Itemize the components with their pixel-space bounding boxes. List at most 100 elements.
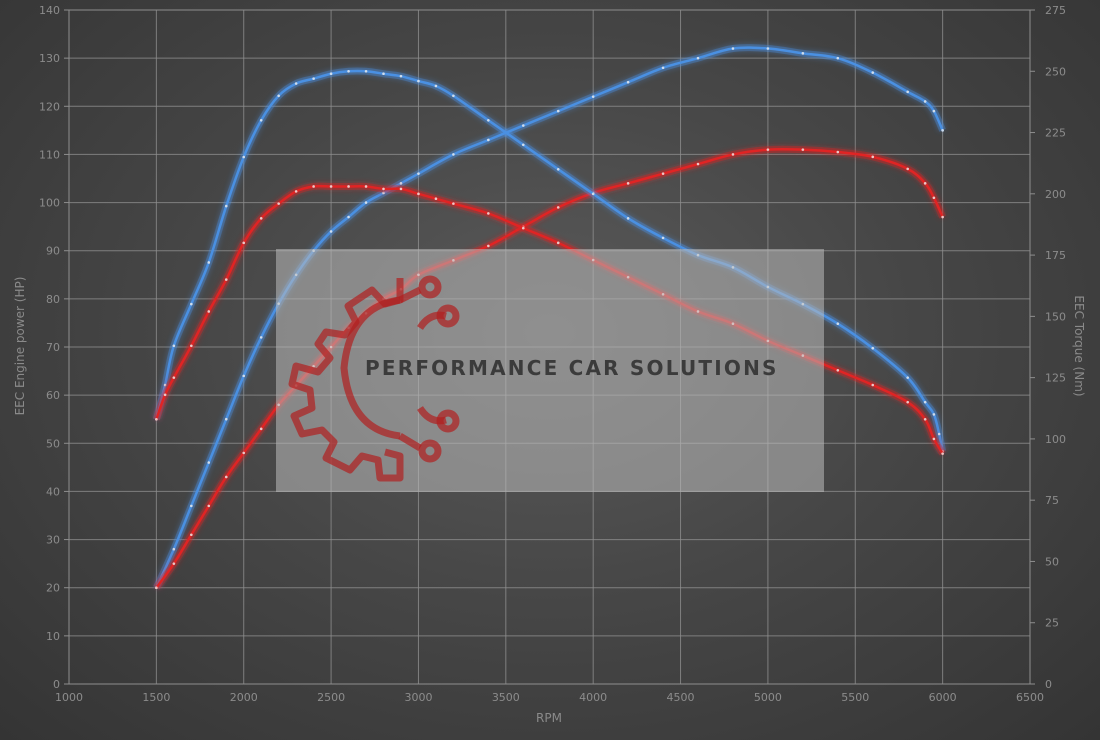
x-axis-title: RPM bbox=[536, 711, 562, 725]
data-point bbox=[382, 187, 385, 191]
y-right-tick-label: 175 bbox=[1045, 249, 1066, 262]
y-left-tick-label: 90 bbox=[46, 245, 60, 258]
y-right-tick-label: 75 bbox=[1045, 494, 1059, 507]
data-point bbox=[626, 80, 630, 84]
data-point bbox=[207, 461, 211, 464]
y-right-tick-label: 0 bbox=[1045, 678, 1052, 691]
y-left-tick-label: 40 bbox=[46, 485, 60, 498]
brand-text: PERFORMANCE CAR SOLUTIONS bbox=[365, 356, 779, 380]
data-point bbox=[163, 393, 167, 397]
x-tick-label: 6500 bbox=[1016, 691, 1044, 704]
data-point bbox=[452, 153, 455, 156]
data-point bbox=[556, 168, 560, 171]
data-point bbox=[766, 148, 770, 151]
y-right-tick-label: 250 bbox=[1045, 65, 1066, 78]
data-point bbox=[224, 417, 228, 421]
data-point bbox=[207, 310, 211, 313]
data-point bbox=[155, 586, 158, 590]
data-point bbox=[932, 196, 936, 200]
data-point bbox=[434, 84, 438, 88]
data-point bbox=[155, 418, 158, 421]
data-point bbox=[347, 185, 350, 188]
data-point bbox=[591, 192, 595, 196]
data-point bbox=[399, 74, 403, 78]
data-point bbox=[242, 155, 246, 159]
y-left-tick-label: 80 bbox=[46, 293, 60, 306]
data-point bbox=[836, 56, 840, 60]
data-point bbox=[452, 94, 455, 98]
y-left-tick-label: 60 bbox=[46, 389, 60, 402]
data-point bbox=[277, 202, 280, 205]
data-point bbox=[224, 475, 228, 479]
data-point bbox=[224, 278, 228, 281]
data-point bbox=[941, 452, 944, 455]
data-point bbox=[312, 185, 315, 188]
data-point bbox=[172, 562, 176, 565]
data-point bbox=[259, 118, 263, 122]
data-point bbox=[224, 204, 228, 208]
data-point bbox=[242, 241, 246, 245]
data-point bbox=[923, 400, 927, 404]
y-right-tick-label: 125 bbox=[1045, 372, 1066, 385]
data-point bbox=[731, 153, 735, 156]
y-left-tick-label: 110 bbox=[39, 148, 60, 161]
data-point bbox=[172, 344, 176, 348]
right-axis-title: EEC Torque (Nm) bbox=[1072, 295, 1086, 396]
data-point bbox=[382, 72, 385, 76]
data-point bbox=[836, 322, 840, 326]
data-point bbox=[294, 82, 298, 85]
axis-labels: RPM EEC Engine power (HP) EEC Torque (Nm… bbox=[13, 277, 1086, 725]
y-left-tick-label: 0 bbox=[53, 678, 60, 691]
series-torque-blue-line bbox=[155, 69, 944, 453]
data-point bbox=[871, 346, 875, 350]
y-right-tick-label: 225 bbox=[1045, 127, 1066, 140]
data-point bbox=[941, 215, 944, 219]
data-point bbox=[731, 47, 735, 50]
data-point bbox=[259, 217, 263, 220]
y-left-tick-label: 30 bbox=[46, 534, 60, 547]
data-point bbox=[172, 376, 176, 379]
x-tick-label: 3500 bbox=[492, 691, 520, 704]
data-point bbox=[801, 52, 805, 55]
data-point bbox=[941, 129, 944, 132]
data-point bbox=[172, 547, 176, 551]
y-left-tick-label: 120 bbox=[39, 100, 60, 113]
data-point bbox=[626, 217, 630, 220]
data-point bbox=[556, 206, 560, 209]
left-axis-title: EEC Engine power (HP) bbox=[13, 277, 27, 416]
y-right-tick-label: 275 bbox=[1045, 4, 1066, 17]
x-tick-label: 2000 bbox=[230, 691, 258, 704]
data-point bbox=[836, 368, 840, 372]
data-point bbox=[661, 66, 665, 70]
data-point bbox=[399, 187, 403, 191]
y-left-tick-label: 10 bbox=[46, 630, 60, 643]
x-tick-label: 5500 bbox=[841, 691, 869, 704]
data-point bbox=[242, 374, 246, 378]
data-point bbox=[190, 344, 193, 348]
data-point bbox=[521, 143, 525, 147]
data-point bbox=[932, 413, 936, 416]
data-point bbox=[661, 172, 665, 175]
data-point bbox=[906, 376, 909, 379]
y-left-tick-label: 20 bbox=[46, 582, 60, 595]
data-point bbox=[591, 95, 595, 98]
x-tick-label: 4000 bbox=[579, 691, 607, 704]
data-point bbox=[347, 69, 350, 73]
data-point bbox=[329, 185, 333, 188]
data-point bbox=[242, 451, 246, 455]
data-point bbox=[906, 167, 909, 171]
data-point bbox=[277, 94, 280, 98]
x-tick-label: 1000 bbox=[55, 691, 83, 704]
y-left-tick-label: 130 bbox=[39, 52, 60, 65]
y-right-tick-label: 50 bbox=[1045, 555, 1059, 568]
watermark: PERFORMANCE CAR SOLUTIONS bbox=[276, 249, 824, 492]
x-tick-label: 6000 bbox=[929, 691, 957, 704]
data-point bbox=[190, 504, 193, 508]
data-point bbox=[487, 212, 490, 215]
data-point bbox=[294, 190, 298, 193]
data-point bbox=[259, 336, 263, 339]
data-point bbox=[364, 201, 368, 204]
data-point bbox=[521, 124, 525, 127]
data-point bbox=[801, 148, 805, 151]
